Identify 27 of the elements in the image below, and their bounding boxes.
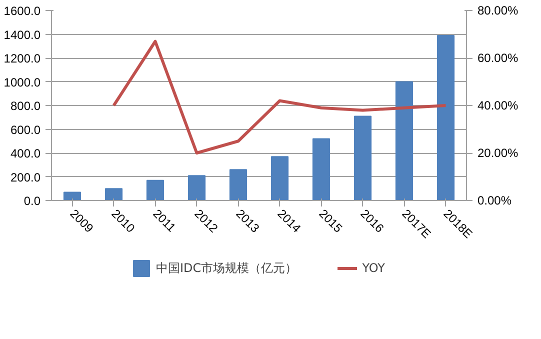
y-tick-label: 1200.0 — [4, 52, 41, 66]
y2-tick-label: 80.00% — [478, 4, 519, 18]
y2-tick-label: 0.00% — [478, 194, 512, 208]
y-tick-label: 200.0 — [10, 170, 41, 184]
y-tick-label: 600.0 — [10, 122, 41, 137]
legend-label: YOY — [362, 261, 385, 275]
y2-tick-label: 60.00% — [478, 51, 519, 65]
bar — [146, 180, 164, 200]
bar — [436, 34, 455, 200]
bar — [395, 81, 414, 200]
bar — [270, 156, 289, 200]
y2-tick-label: 40.00% — [478, 98, 519, 112]
bar — [188, 175, 206, 200]
y-tick-label: 1400.0 — [4, 28, 41, 42]
bar — [63, 192, 82, 200]
legend-label: 中国IDC市场规模（亿元） — [156, 260, 298, 276]
line-series — [112, 40, 448, 154]
y-tick-label: 1000.0 — [4, 75, 41, 90]
y-tick-label: 400.0 — [10, 146, 41, 160]
bar — [229, 169, 248, 200]
bar — [312, 138, 330, 200]
y-tick-label: 800.0 — [10, 99, 41, 113]
bar — [104, 188, 123, 200]
y-tick-label: 1600.0 — [4, 4, 41, 18]
y-tick-label: 0.0 — [24, 194, 41, 208]
bar — [354, 116, 372, 200]
y2-tick-label: 20.00% — [478, 146, 519, 160]
